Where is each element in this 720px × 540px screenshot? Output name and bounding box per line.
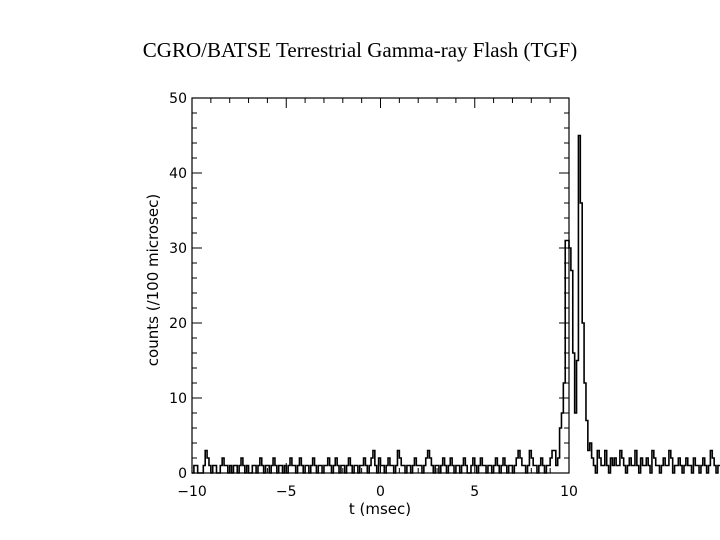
x-tick-label: −10 xyxy=(177,484,207,500)
x-axis-label: t (msec) xyxy=(349,500,411,518)
y-tick-label: 30 xyxy=(169,241,187,257)
y-tick-label: 50 xyxy=(169,91,187,107)
series-counts-line xyxy=(192,134,720,474)
ticks-layer: −10 −5 0 5 10 0 10 20 30 40 50 xyxy=(169,91,578,500)
y-tick-label: 40 xyxy=(169,166,187,182)
plot-frame xyxy=(191,97,570,474)
y-tick-label: 20 xyxy=(169,316,187,332)
plot-layer xyxy=(191,97,720,474)
y-tick-label: 10 xyxy=(169,391,187,407)
slide-title: CGRO/BATSE Terrestrial Gamma-ray Flash (… xyxy=(142,38,578,62)
y-axis-label: counts (/100 microsec) xyxy=(144,194,162,366)
x-tick-label: 0 xyxy=(376,484,385,500)
x-tick-label: −5 xyxy=(276,484,297,500)
y-tick-label: 0 xyxy=(178,466,187,482)
x-tick-label: 10 xyxy=(560,484,578,500)
x-tick-label: 5 xyxy=(470,484,479,500)
